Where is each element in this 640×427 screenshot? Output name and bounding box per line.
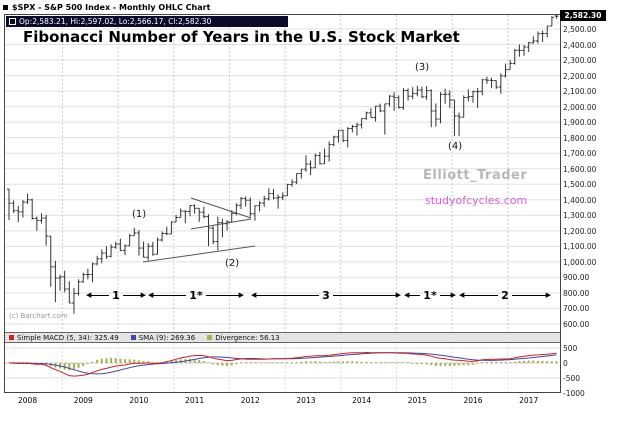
price-tick-label: 1,400.00	[563, 195, 597, 205]
price-tick-label: 2,000.00	[563, 102, 597, 112]
arrow-right-icon: ▶	[238, 291, 244, 299]
macd-tick-label: 500	[563, 344, 578, 353]
price-tick-label: 2,100.00	[563, 87, 597, 97]
legend-swatch-icon	[9, 335, 14, 340]
year-tick-label: 2008	[18, 396, 38, 405]
fib-span-label: 3	[322, 289, 330, 302]
year-tick-label: 2015	[407, 396, 427, 405]
annotation-chart-title: Fibonacci Number of Years in the U.S. St…	[23, 28, 460, 46]
arrow-left-icon: ◀	[148, 291, 154, 299]
price-tick-label: 1,600.00	[563, 164, 597, 174]
series-bullet-icon	[3, 4, 8, 10]
chart-header-title: $SPX - S&P 500 Index - Monthly OHLC Char…	[12, 2, 211, 12]
arrow-left-icon: ◀	[251, 291, 257, 299]
wave-label-2: (2)	[225, 258, 240, 269]
price-tick-label: 1,800.00	[563, 133, 597, 143]
arrow-right-icon: ▶	[545, 291, 551, 299]
price-tick-label: 1,000.00	[563, 257, 597, 267]
legend-label: Divergence: 56.13	[215, 333, 280, 342]
legend-label: Simple MACD (5, 34): 325.49	[17, 333, 119, 342]
macd-tick-label: -1000	[563, 389, 585, 398]
arrow-right-icon: ▶	[140, 291, 146, 299]
macd-tick-label: 0	[563, 359, 568, 368]
legend-item-1: Simple MACD (5, 34): 325.49	[9, 334, 119, 342]
price-tick-label: 700.00	[563, 304, 590, 314]
arrow-left-icon: ◀	[86, 291, 92, 299]
price-tick-label: 2,500.00	[563, 25, 597, 34]
macd-tick-label: -500	[563, 374, 581, 383]
arrow-left-icon: ◀	[459, 291, 465, 299]
fib-span-5: ◀ 2 ▶	[459, 289, 551, 302]
price-tick-label: 2,400.00	[563, 40, 597, 50]
fib-span-label: 2	[501, 289, 509, 302]
watermark-name: Elliott_Trader	[423, 168, 528, 183]
price-tick-label: 1,500.00	[563, 180, 597, 190]
price-tick-label: 1,300.00	[563, 211, 597, 221]
arrow-right-icon: ▶	[450, 291, 456, 299]
year-tick-label: 2012	[240, 396, 260, 405]
year-tick-label: 2017	[519, 396, 539, 405]
price-tick-label: 800.00	[563, 288, 590, 298]
legend-swatch-icon	[130, 335, 136, 340]
price-tick-label: 1,900.00	[563, 118, 597, 128]
price-tick-label: 900.00	[563, 273, 590, 283]
price-tick-label: 2,300.00	[563, 56, 597, 66]
price-tick-label: 1,700.00	[563, 149, 597, 159]
last-price-badge: 2,582.30	[560, 10, 606, 21]
fib-span-label: 1	[112, 289, 120, 302]
watermark-site: studyofcycles.com	[425, 194, 528, 207]
year-tick-label: 2011	[185, 396, 205, 405]
year-tick-label: 2013	[296, 396, 316, 405]
arrow-left-icon: ◀	[404, 291, 410, 299]
price-tick-label: 2,200.00	[563, 71, 597, 81]
window-title-row: $SPX - S&P 500 Index - Monthly OHLC Char…	[3, 1, 210, 13]
year-tick-label: 2009	[73, 396, 93, 405]
wave-label-4: (4)	[448, 141, 463, 152]
quote-marker-icon	[9, 18, 16, 25]
copyright-text: (c) Barchart.com	[9, 312, 68, 320]
fib-span-2: ◀ 1* ▶	[148, 289, 244, 302]
price-tick-label: 1,100.00	[563, 242, 597, 252]
legend-item-2: SMA (9): 269.36	[130, 333, 196, 342]
ohlc-plot	[5, 15, 560, 332]
price-tick-label: 600.00	[563, 320, 590, 329]
legend-item-3: Divergence: 56.13	[207, 334, 280, 342]
fib-span-4: ◀ 1* ▶	[404, 289, 456, 302]
legend-swatch-icon	[207, 335, 213, 340]
price-tick-label: 1,200.00	[563, 226, 597, 236]
year-tick-label: 2014	[352, 396, 372, 405]
fib-span-label: 1*	[189, 289, 203, 302]
macd-plot	[5, 343, 560, 392]
chart-area: Simple MACD (5, 34): 325.49 SMA (9): 269.…	[4, 14, 561, 393]
quote-text: Op:2,583.21, Hi:2,597.02, Lo:2,566.17, C…	[19, 17, 212, 26]
arrow-right-icon: ▶	[395, 291, 401, 299]
year-tick-label: 2010	[129, 396, 149, 405]
fib-span-3: ◀ 3 ▶	[251, 289, 401, 302]
quote-bar: Op:2,583.21, Hi:2,597.02, Lo:2,566.17, C…	[6, 16, 288, 27]
wave-label-3: (3)	[415, 62, 430, 73]
fib-span-label: 1*	[423, 289, 437, 302]
fib-span-1: ◀ 1 ▶	[86, 289, 146, 302]
wave-label-1: (1)	[132, 209, 147, 220]
indicator-legend: Simple MACD (5, 34): 325.49 SMA (9): 269.…	[5, 332, 560, 343]
legend-label: SMA (9): 269.36	[138, 333, 196, 342]
year-tick-label: 2016	[463, 396, 483, 405]
